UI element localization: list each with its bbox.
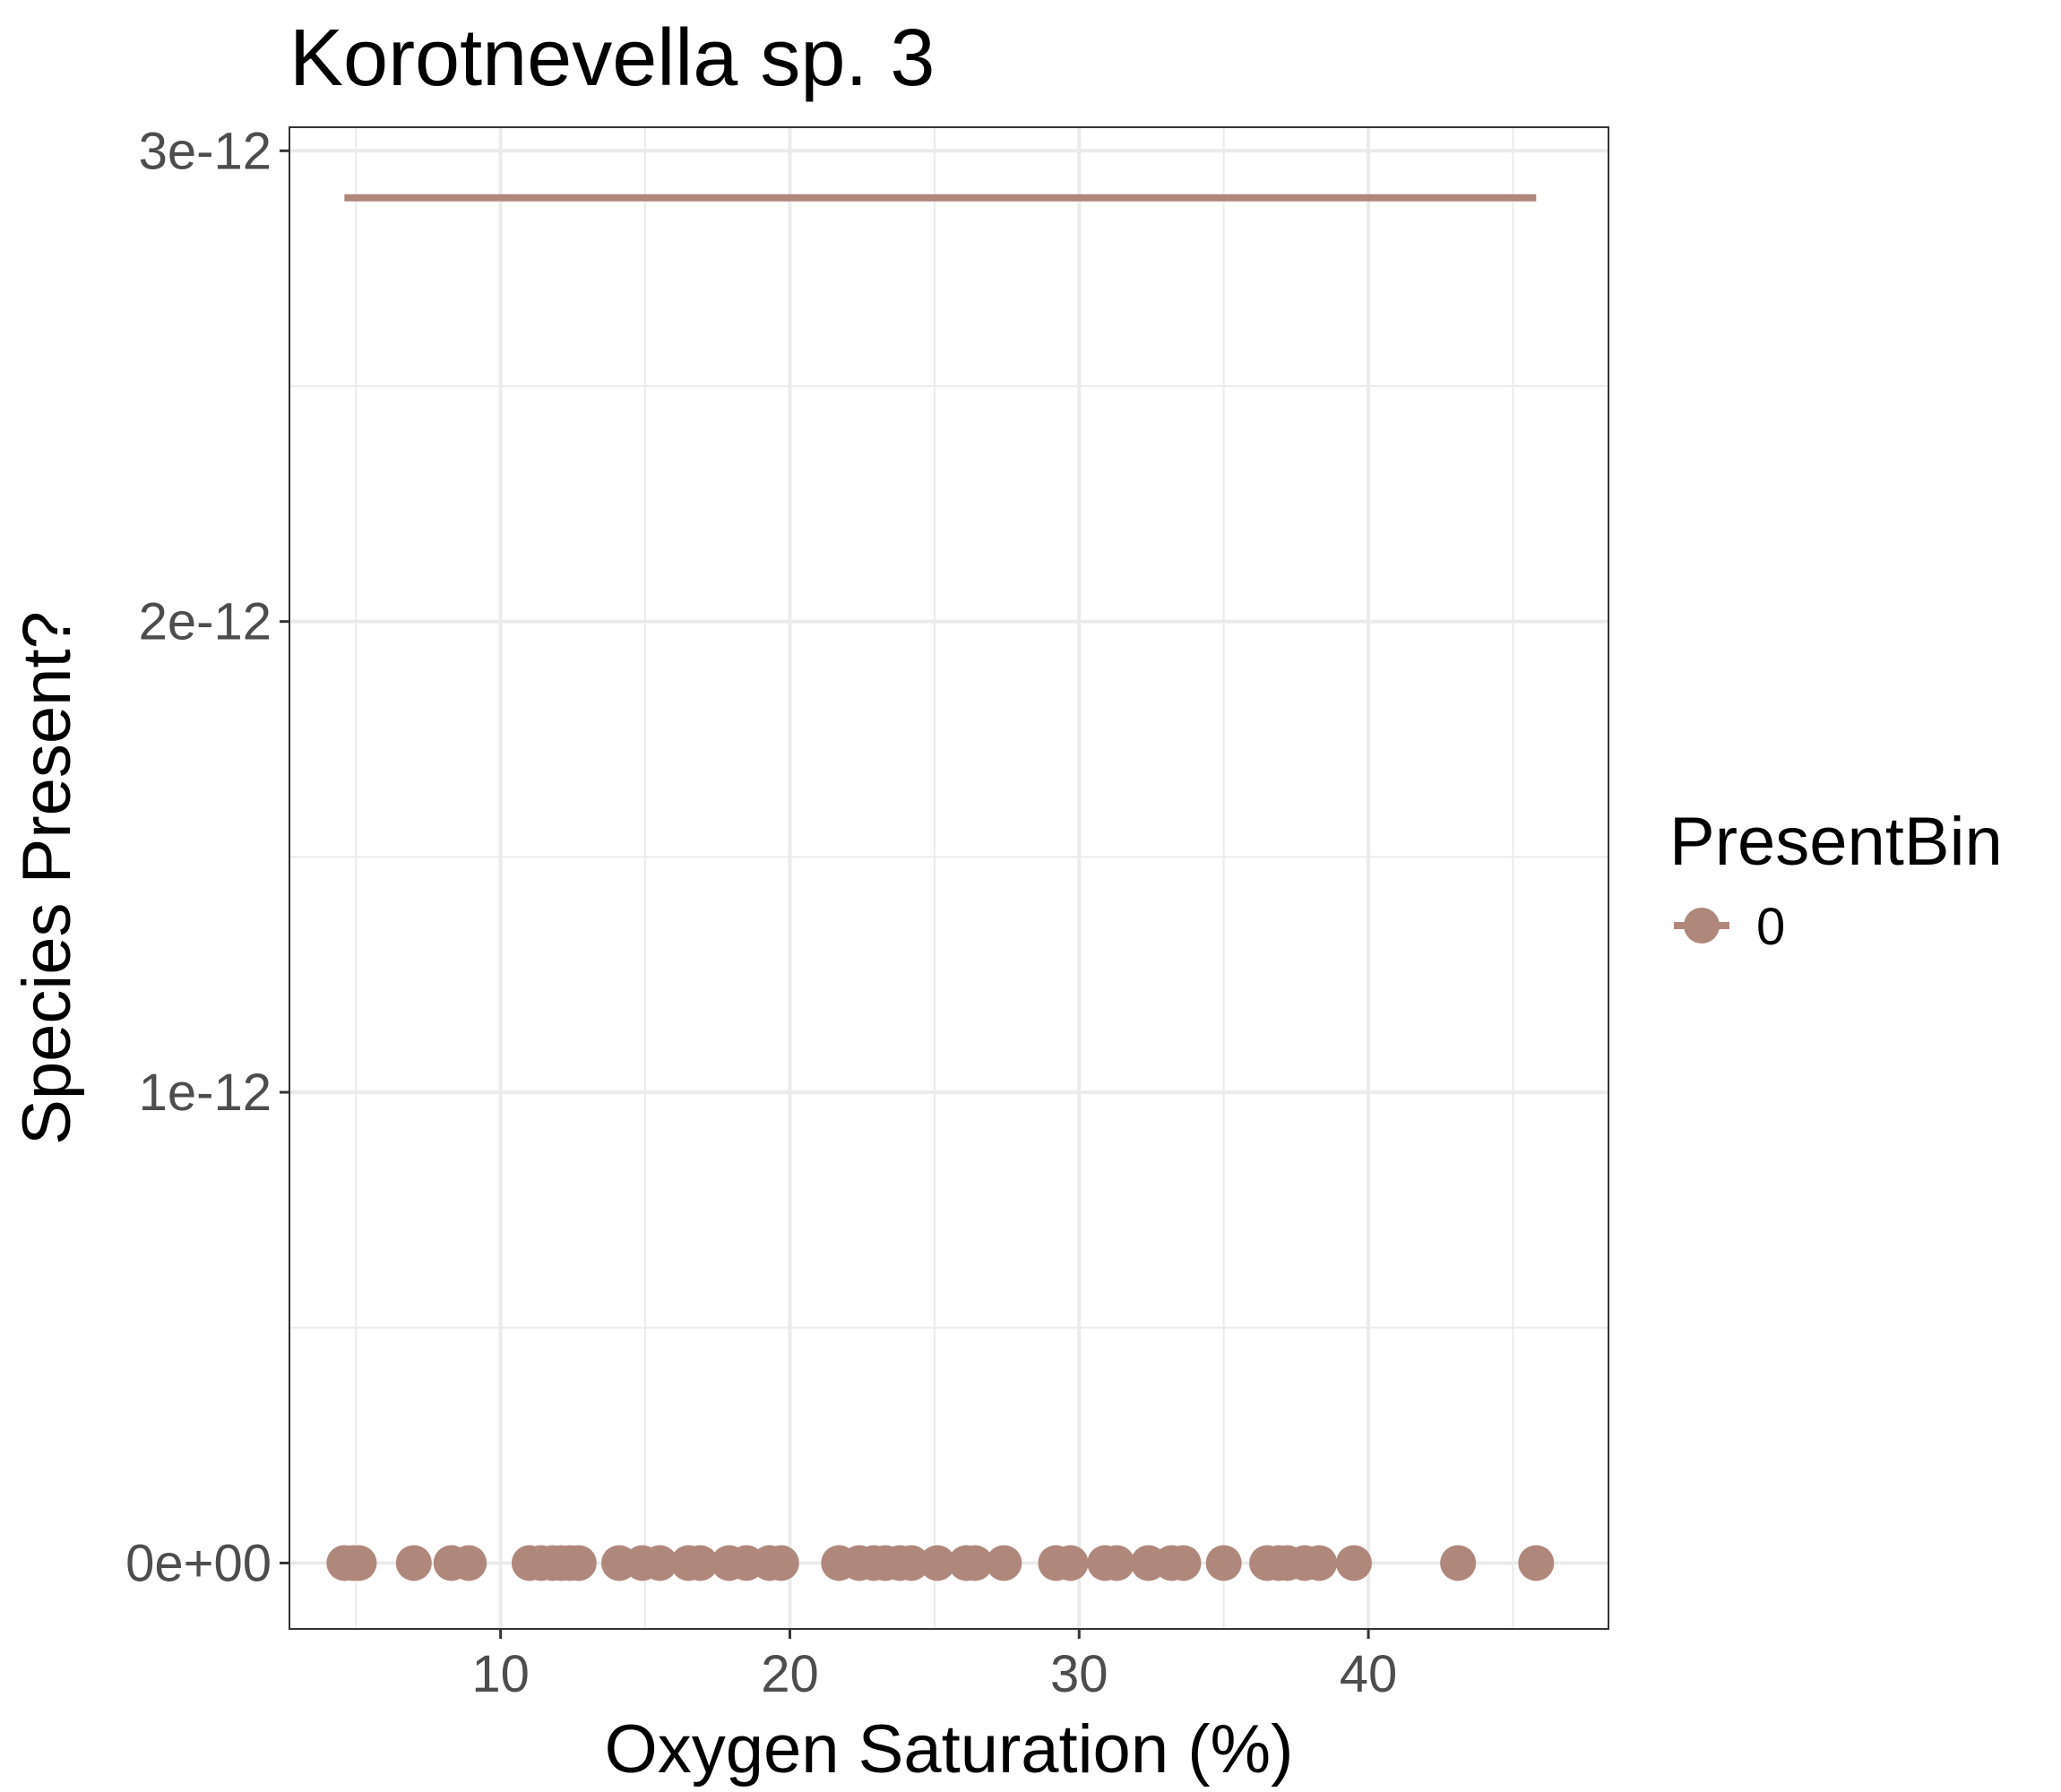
data-point [1205, 1545, 1242, 1581]
data-point [919, 1545, 956, 1581]
x-tick-label: 40 [1340, 1645, 1398, 1703]
data-point [642, 1545, 678, 1581]
plot-panel [289, 126, 1609, 1630]
x-axis-title: Oxygen Saturation (%) [605, 1711, 1294, 1788]
grid-minor [289, 127, 1608, 1629]
legend: PresentBin 0 [1669, 804, 2003, 956]
y-axis-ticks: 0e+00 1e-12 2e-12 3e-12 [125, 122, 289, 1592]
data-point [1301, 1545, 1338, 1581]
y-tick-label: 2e-12 [139, 593, 272, 651]
y-tick-label: 0e+00 [125, 1534, 272, 1592]
data-point [682, 1545, 719, 1581]
data-point [1099, 1545, 1135, 1581]
data-point [395, 1545, 432, 1581]
y-tick-label: 3e-12 [139, 122, 272, 180]
legend-title: PresentBin [1669, 804, 2003, 880]
x-tick-label: 20 [761, 1645, 819, 1703]
data-point [1165, 1545, 1202, 1581]
data-point [341, 1545, 377, 1581]
data-point [763, 1545, 799, 1581]
points [326, 1545, 1555, 1581]
legend-label: 0 [1756, 898, 1785, 956]
data-point [986, 1545, 1022, 1581]
data-point [1518, 1545, 1555, 1581]
data-point [560, 1545, 597, 1581]
data-point [451, 1545, 487, 1581]
y-axis-title: Species Present? [9, 611, 85, 1145]
data-point [1335, 1545, 1372, 1581]
data-point [1052, 1545, 1089, 1581]
data-point [957, 1545, 994, 1581]
y-tick-label: 1e-12 [139, 1064, 272, 1122]
legend-key-point [1684, 908, 1720, 943]
legend-entries: 0 [1674, 898, 1785, 956]
data-point [1440, 1545, 1477, 1581]
panel-border [289, 126, 1609, 1630]
x-tick-label: 30 [1050, 1645, 1108, 1703]
x-tick-label: 10 [471, 1645, 530, 1703]
data-point [893, 1545, 930, 1581]
chart-title: Korotnevella sp. 3 [289, 13, 935, 103]
panel-background [289, 127, 1608, 1629]
x-axis-ticks: 10 20 30 40 [471, 1629, 1397, 1703]
